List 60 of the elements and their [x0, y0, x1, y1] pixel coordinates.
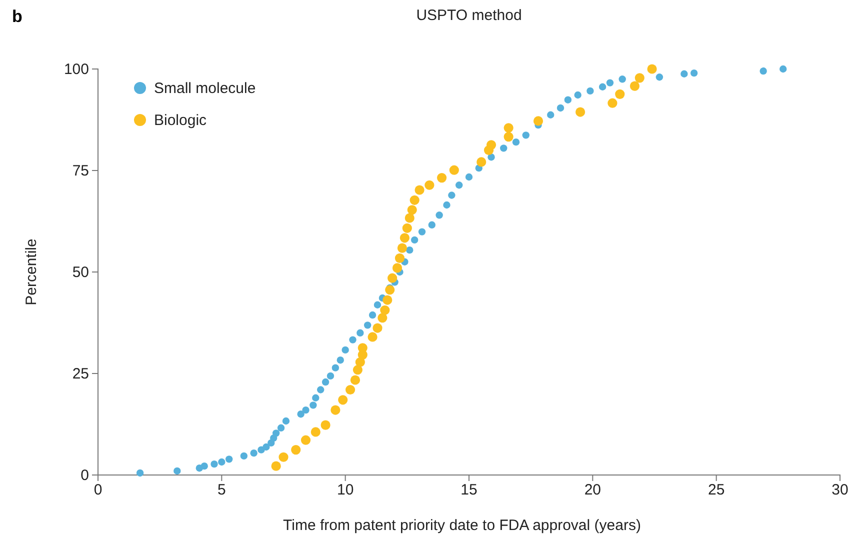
- point: [647, 64, 657, 74]
- legend-label: Small molecule: [154, 80, 256, 97]
- point: [407, 205, 417, 215]
- x-tick-label: 30: [832, 482, 848, 499]
- point: [320, 420, 330, 430]
- point: [352, 365, 362, 375]
- point: [330, 405, 340, 415]
- y-tick-label: 100: [64, 60, 89, 78]
- point: [358, 343, 368, 353]
- point: [615, 89, 625, 99]
- point: [414, 185, 424, 195]
- point: [576, 107, 586, 117]
- point: [476, 157, 486, 167]
- y-tick-label: 0: [80, 466, 89, 484]
- y-axis-title: Percentile: [23, 238, 40, 306]
- point: [397, 243, 408, 253]
- y-tick-label: 75: [72, 162, 89, 180]
- point: [404, 213, 414, 223]
- point: [394, 253, 405, 263]
- point: [310, 427, 320, 437]
- point: [504, 132, 514, 142]
- point: [486, 140, 496, 150]
- point: [388, 273, 398, 283]
- point: [380, 305, 390, 315]
- point: [345, 384, 356, 395]
- point: [634, 73, 644, 83]
- point: [368, 332, 378, 342]
- x-tick-label: 25: [708, 482, 725, 499]
- x-tick-label: 10: [336, 482, 354, 499]
- point: [291, 445, 301, 455]
- point: [424, 180, 434, 190]
- point: [392, 263, 402, 273]
- point: [338, 395, 348, 405]
- point: [608, 98, 618, 108]
- x-tick-label: 20: [584, 482, 602, 499]
- point: [410, 195, 420, 205]
- x-tick-label: 0: [94, 482, 102, 499]
- point: [436, 173, 447, 183]
- point: [271, 461, 281, 471]
- point: [400, 233, 410, 243]
- point: [385, 285, 395, 295]
- legend-label: Biologic: [154, 112, 208, 129]
- point: [449, 165, 459, 175]
- point: [504, 123, 514, 133]
- point: [533, 116, 544, 126]
- point: [630, 81, 640, 91]
- point: [382, 295, 392, 305]
- point: [278, 452, 288, 462]
- text: b: [12, 7, 22, 26]
- x-axis-title: Time from patent priority date to FDA approval (years): [283, 517, 641, 534]
- point: [378, 313, 388, 323]
- point: [300, 435, 311, 445]
- x-tick-label: 15: [460, 482, 478, 499]
- point: [402, 223, 412, 233]
- y-tick-label: 25: [72, 365, 89, 382]
- point: [350, 375, 360, 385]
- chart-title: USPTO method: [416, 7, 522, 24]
- y-tick-label: 50: [72, 264, 89, 281]
- x-tick-label: 5: [217, 482, 226, 499]
- point: [372, 323, 382, 333]
